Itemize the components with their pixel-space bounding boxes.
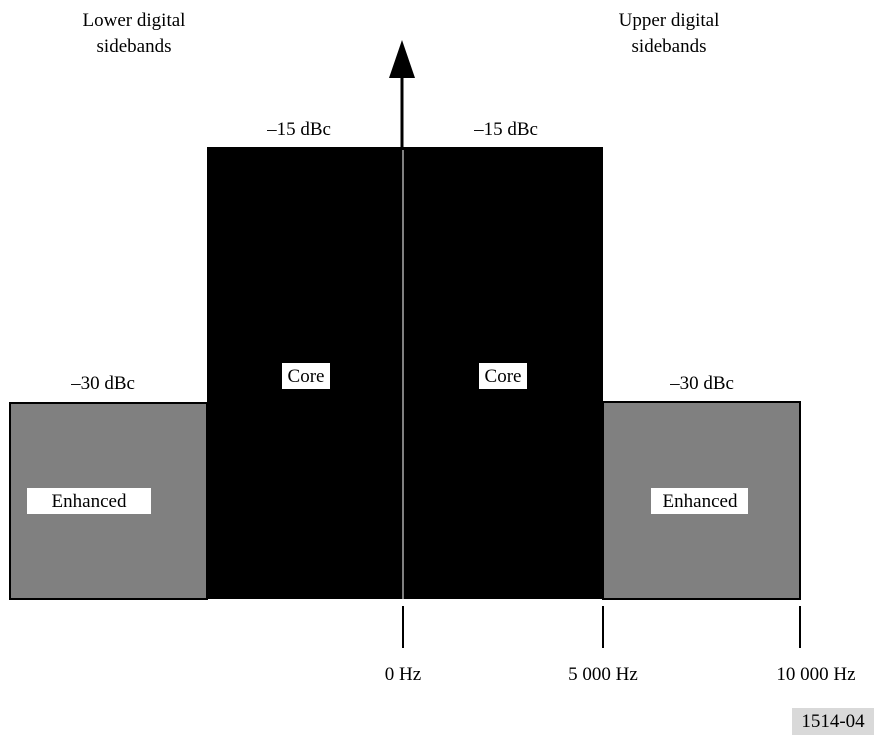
freq-label-5000hz: 5 000 Hz	[568, 664, 638, 685]
core-right-label-bg	[479, 363, 527, 389]
carrier-arrow-head	[389, 40, 415, 78]
core-label-right: Core	[485, 366, 522, 387]
enhanced-level-label-right: –30 dBc	[669, 373, 734, 394]
enhanced-label-left: Enhanced	[52, 491, 127, 512]
lower-sidebands-title-line2: sidebands	[97, 36, 172, 57]
freq-label-10000hz: 10 000 Hz	[776, 664, 855, 685]
enhanced-right-label-bg	[651, 488, 748, 514]
enhanced-label-right: Enhanced	[663, 491, 738, 512]
core-level-label-right: –15 dBc	[473, 119, 538, 140]
freq-label-0hz: 0 Hz	[385, 664, 421, 685]
core-left-label-bg	[282, 363, 330, 389]
enhanced-level-label-left: –30 dBc	[70, 373, 135, 394]
upper-sidebands-title-line1: Upper digital	[619, 10, 720, 31]
figure-id-bg	[792, 708, 874, 735]
lower-sidebands-title-line1: Lower digital	[83, 10, 186, 31]
core-level-label-left: –15 dBc	[266, 119, 331, 140]
upper-sidebands-title-line2: sidebands	[632, 36, 707, 57]
enhanced-left-label-bg	[27, 488, 151, 514]
core-label-left: Core	[288, 366, 325, 387]
figure-id: 1514-04	[801, 711, 865, 732]
